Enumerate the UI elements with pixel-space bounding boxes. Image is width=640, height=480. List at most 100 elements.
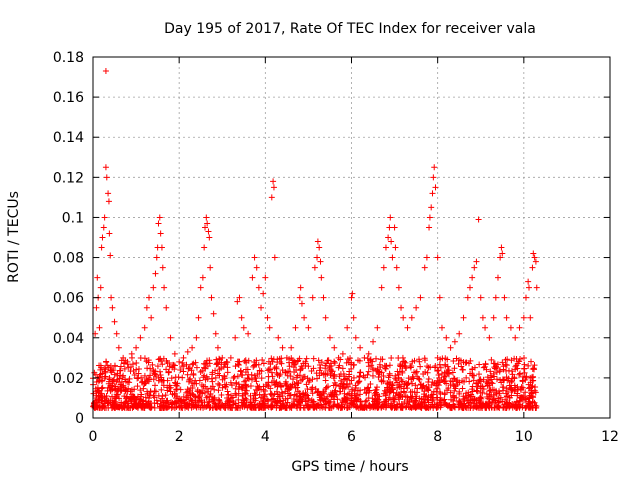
data-point-background <box>374 404 381 411</box>
data-point <box>212 330 219 337</box>
data-point-background <box>239 392 246 399</box>
data-point-background <box>330 382 337 389</box>
data-point <box>490 314 497 321</box>
data-point-background <box>290 376 297 383</box>
data-point-background <box>528 358 535 365</box>
data-point-background <box>473 380 480 387</box>
data-point-background <box>329 368 336 375</box>
data-point <box>350 314 357 321</box>
data-point-background <box>104 362 111 369</box>
data-point-background <box>101 369 108 376</box>
data-point-background <box>531 399 538 406</box>
data-point-background <box>96 362 103 369</box>
data-point-background <box>171 366 178 373</box>
data-point <box>314 238 321 245</box>
data-point-background <box>181 399 188 406</box>
data-point <box>270 184 277 191</box>
data-point <box>497 254 504 261</box>
data-point-background <box>493 391 500 398</box>
data-point-background <box>384 380 391 387</box>
data-point-background <box>128 395 135 402</box>
data-point-background <box>203 373 210 380</box>
data-point-background <box>237 367 244 374</box>
data-point-background <box>239 385 246 392</box>
data-point-background <box>241 358 248 365</box>
data-point-background <box>320 370 327 377</box>
data-point-background <box>119 373 126 380</box>
axis-ticks <box>92 56 611 419</box>
data-point <box>234 298 241 305</box>
data-point <box>108 294 115 301</box>
data-point-background <box>363 390 370 397</box>
data-point-background <box>123 393 130 400</box>
data-point-background <box>433 404 440 411</box>
data-point-background <box>511 355 518 362</box>
data-point <box>387 214 394 221</box>
data-point-background <box>401 358 408 365</box>
data-point-background <box>489 399 496 406</box>
data-point <box>238 314 245 321</box>
data-point-background <box>508 378 515 385</box>
data-point-background <box>521 365 528 372</box>
data-point-background <box>409 380 416 387</box>
data-point-background <box>324 393 331 400</box>
data-point-background <box>432 362 439 369</box>
data-point-background <box>247 402 254 409</box>
data-point-background <box>212 374 219 381</box>
data-point-background <box>294 372 301 379</box>
data-point-background <box>485 403 492 410</box>
data-point-background <box>198 381 205 388</box>
data-point-background <box>459 385 466 392</box>
data-point-background <box>247 382 254 389</box>
data-point <box>532 258 539 265</box>
data-point <box>374 324 381 331</box>
data-point-background <box>272 381 279 388</box>
data-point-background <box>163 366 170 373</box>
y-tick-label: 0.18 <box>53 50 84 66</box>
data-point-background <box>392 372 399 379</box>
data-point-background <box>519 384 526 391</box>
data-point-background <box>365 368 372 375</box>
data-point-background <box>467 404 474 411</box>
data-point-background <box>328 392 335 399</box>
data-point <box>477 294 484 301</box>
data-point-background <box>240 384 247 391</box>
data-point <box>316 244 323 251</box>
data-point <box>426 224 433 231</box>
data-point-background <box>151 388 158 395</box>
data-point <box>317 258 324 265</box>
data-point-background <box>397 404 404 411</box>
data-point <box>180 354 187 361</box>
data-point-background <box>463 374 470 381</box>
data-point-background <box>334 396 341 403</box>
y-tick-label: 0.1 <box>62 210 84 226</box>
data-point-background <box>253 378 260 385</box>
data-point-background <box>265 366 272 373</box>
data-point-background <box>338 403 345 410</box>
data-point-background <box>168 401 175 408</box>
data-point-background <box>122 399 129 406</box>
data-point-background <box>416 376 423 383</box>
data-point-background <box>197 404 204 411</box>
data-point-background <box>369 401 376 408</box>
data-point-background <box>99 384 106 391</box>
data-point <box>146 294 153 301</box>
data-point-background <box>398 376 405 383</box>
data-point <box>156 214 163 221</box>
data-point-background <box>420 403 427 410</box>
data-point-background <box>105 399 112 406</box>
data-point-background <box>401 399 408 406</box>
data-point-background <box>411 369 418 376</box>
data-point-background <box>528 374 535 381</box>
data-point <box>100 224 107 231</box>
data-point <box>443 334 450 341</box>
data-point <box>96 324 103 331</box>
data-point <box>150 284 157 291</box>
data-point-background <box>352 394 359 401</box>
data-point-background <box>154 363 161 370</box>
data-point <box>417 294 424 301</box>
data-point-background <box>478 395 485 402</box>
data-point-background <box>151 382 158 389</box>
data-point-background <box>435 379 442 386</box>
data-point <box>133 344 140 351</box>
